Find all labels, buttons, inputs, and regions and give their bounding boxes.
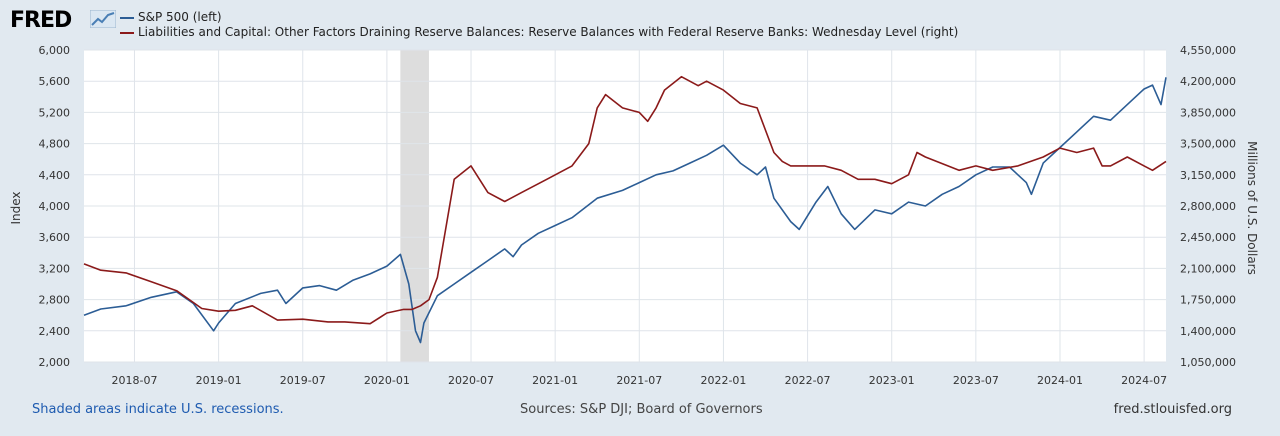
y-right-tick-label: 3,500,000 [1180, 138, 1236, 151]
series-line-reserves [83, 75, 1167, 325]
y-right-tick-label: 1,050,000 [1180, 356, 1236, 369]
y-left-tick-label: 5,600 [39, 75, 71, 88]
y-left-tick-label: 6,000 [39, 44, 71, 57]
y-right-tick-label: 2,800,000 [1180, 200, 1236, 213]
legend-label-reserves: Liabilities and Capital: Other Factors D… [138, 25, 959, 39]
series-line-sp500 [83, 77, 1167, 344]
y-left-tick-label: 4,800 [39, 138, 71, 151]
y-right-tick-label: 2,100,000 [1180, 262, 1236, 275]
sources-text: Sources: S&P DJI; Board of Governors [520, 402, 763, 417]
y-right-tick-label: 2,450,000 [1180, 231, 1236, 244]
y-axis-right-label: Millions of U.S. Dollars [1245, 141, 1259, 275]
trend-line-icon [90, 10, 116, 28]
legend-label-sp500: S&P 500 (left) [138, 10, 222, 24]
x-tick-label: 2020-01 [364, 374, 410, 387]
x-tick-label: 2024-07 [1121, 374, 1167, 387]
y-right-tick-label: 1,750,000 [1180, 294, 1236, 307]
y-right-tick-label: 4,550,000 [1180, 44, 1236, 57]
y-right-tick-label: 3,850,000 [1180, 106, 1236, 119]
y-left-tick-label: 4,000 [39, 200, 71, 213]
y-left-tick-label: 4,400 [39, 169, 71, 182]
x-tick-label: 2022-01 [700, 374, 746, 387]
y-left-tick-label: 5,200 [39, 106, 71, 119]
x-tick-label: 2023-07 [953, 374, 999, 387]
fred-logo[interactable]: FRED [10, 8, 72, 33]
y-axis-left-label: Index [9, 191, 23, 224]
legend-swatch-reserves [120, 31, 134, 34]
y-right-tick-label: 3,150,000 [1180, 169, 1236, 182]
legend-item-sp500: S&P 500 (left) [120, 10, 958, 25]
y-left-tick-label: 2,400 [39, 325, 71, 338]
y-right-tick-label: 1,400,000 [1180, 325, 1236, 338]
x-tick-label: 2019-07 [280, 374, 326, 387]
chart-legend: S&P 500 (left) Liabilities and Capital: … [120, 10, 958, 40]
y-left-tick-label: 3,200 [39, 262, 71, 275]
x-tick-label: 2021-01 [532, 374, 578, 387]
y-right-tick-label: 4,200,000 [1180, 75, 1236, 88]
site-link[interactable]: fred.stlouisfed.org [1113, 402, 1232, 417]
x-tick-label: 2021-07 [616, 374, 662, 387]
x-tick-label: 2018-07 [111, 374, 157, 387]
x-tick-label: 2020-07 [448, 374, 494, 387]
y-left-tick-label: 2,000 [39, 356, 71, 369]
legend-swatch-sp500 [120, 16, 134, 19]
y-left-tick-label: 2,800 [39, 294, 71, 307]
x-tick-label: 2023-01 [869, 374, 915, 387]
legend-item-reserves: Liabilities and Capital: Other Factors D… [120, 25, 958, 40]
recession-note: Shaded areas indicate U.S. recessions. [32, 402, 284, 417]
x-tick-label: 2024-01 [1037, 374, 1083, 387]
x-tick-label: 2022-07 [785, 374, 831, 387]
y-left-tick-label: 3,600 [39, 231, 71, 244]
x-tick-label: 2019-01 [196, 374, 242, 387]
